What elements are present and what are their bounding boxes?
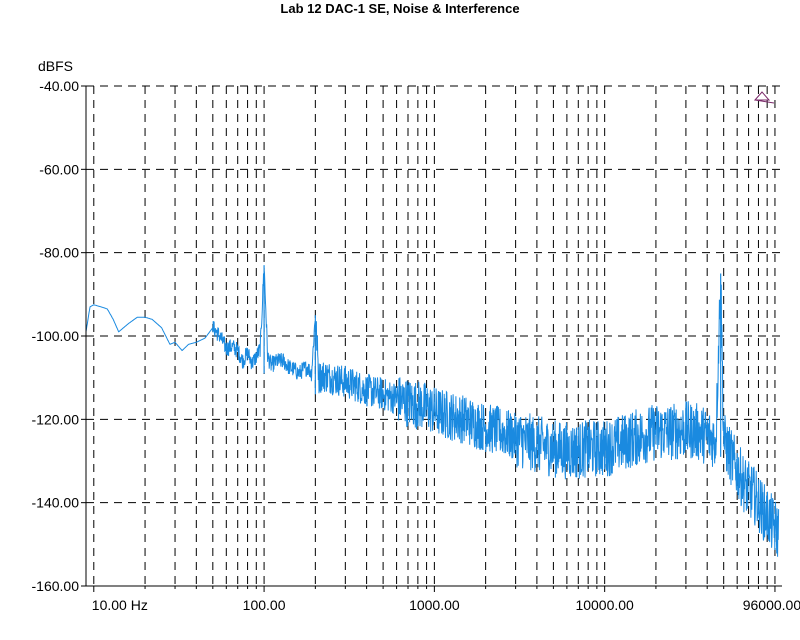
- chart-title: Lab 12 DAC-1 SE, Noise & Interference: [280, 1, 520, 16]
- x-tick-label: 10.00 Hz: [92, 597, 148, 613]
- y-axis-label: dBFS: [38, 58, 74, 74]
- grid: [86, 85, 782, 586]
- tick-labels: -40.00 -60.00 -80.00 -100.00 -120.00 -140.00 -…: [32, 78, 800, 613]
- x-tick-label: 96000.00: [743, 597, 800, 613]
- cursor-marker: [753, 91, 775, 104]
- marker-line: [754, 99, 775, 104]
- x-tick-label: 1000.00: [409, 597, 460, 613]
- spectrum-line: [85, 271, 780, 557]
- y-tick-label: -40.00: [39, 78, 79, 94]
- y-tick-label: -140.00: [32, 495, 80, 511]
- series-layer: [85, 265, 780, 557]
- y-tick-label: -160.00: [32, 578, 80, 594]
- x-tick-label: 100.00: [243, 597, 286, 613]
- y-tick-label: -60.00: [39, 161, 79, 177]
- y-tick-label: -120.00: [32, 411, 80, 427]
- x-tick-label: 10000.00: [575, 597, 634, 613]
- y-tick-label: -100.00: [32, 328, 80, 344]
- marker-triangle-icon: [753, 91, 771, 101]
- y-tick-label: -80.00: [39, 245, 79, 261]
- axes: [81, 85, 782, 592]
